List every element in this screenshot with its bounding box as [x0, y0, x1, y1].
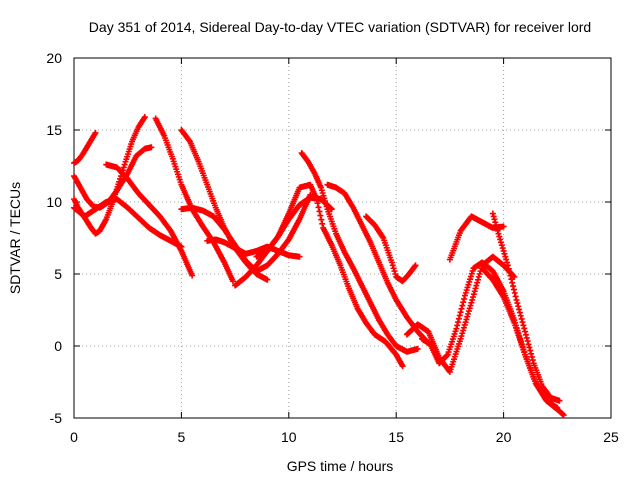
data-point-markers — [71, 129, 99, 167]
y-tick-label: 20 — [46, 50, 62, 66]
chart-title: Day 351 of 2014, Sidereal Day-to-day VTE… — [89, 19, 591, 35]
x-tick-label: 5 — [178, 429, 186, 445]
x-tick-label: 25 — [603, 429, 619, 445]
y-tick-label: -5 — [50, 410, 63, 426]
y-tick-label: 0 — [54, 338, 62, 354]
series-sat-m — [324, 181, 432, 347]
series-sat-k — [253, 181, 406, 370]
series-sat-q — [446, 213, 507, 263]
series-sat-n — [363, 213, 419, 285]
x-tick-label: 0 — [70, 429, 78, 445]
data-point-markers — [253, 181, 406, 370]
data-point-markers — [363, 213, 419, 285]
plot-frame — [73, 57, 612, 419]
series-sat-d — [71, 196, 185, 250]
data-point-markers — [324, 181, 432, 347]
y-tick-label: 10 — [46, 194, 62, 210]
data-point-markers — [446, 213, 507, 263]
x-tick-label: 10 — [281, 429, 297, 445]
data-point-markers — [152, 115, 236, 285]
data-point-markers — [479, 265, 567, 419]
data-point-markers — [71, 196, 185, 250]
x-axis-label: GPS time / hours — [287, 458, 394, 474]
y-axis-label: SDTVAR / TECUs — [7, 182, 23, 294]
data-marks — [71, 114, 567, 419]
series-sat-l — [298, 150, 421, 355]
data-point-markers — [298, 150, 421, 355]
y-tick-label: 15 — [46, 122, 62, 138]
data-point-markers — [103, 161, 196, 279]
series-sat-e — [103, 161, 196, 279]
series-sat-a — [71, 129, 99, 167]
series-sat-f — [152, 115, 236, 285]
x-tick-label: 15 — [388, 429, 404, 445]
y-tick-label: 5 — [54, 266, 62, 282]
axis-ticks: 0 5 10 15 20 25 -5 0 5 10 15 20 — [46, 50, 619, 445]
series-sat-s — [479, 265, 567, 419]
x-tick-label: 20 — [496, 429, 512, 445]
data-point-markers — [489, 210, 563, 404]
series-sat-r — [489, 210, 563, 404]
